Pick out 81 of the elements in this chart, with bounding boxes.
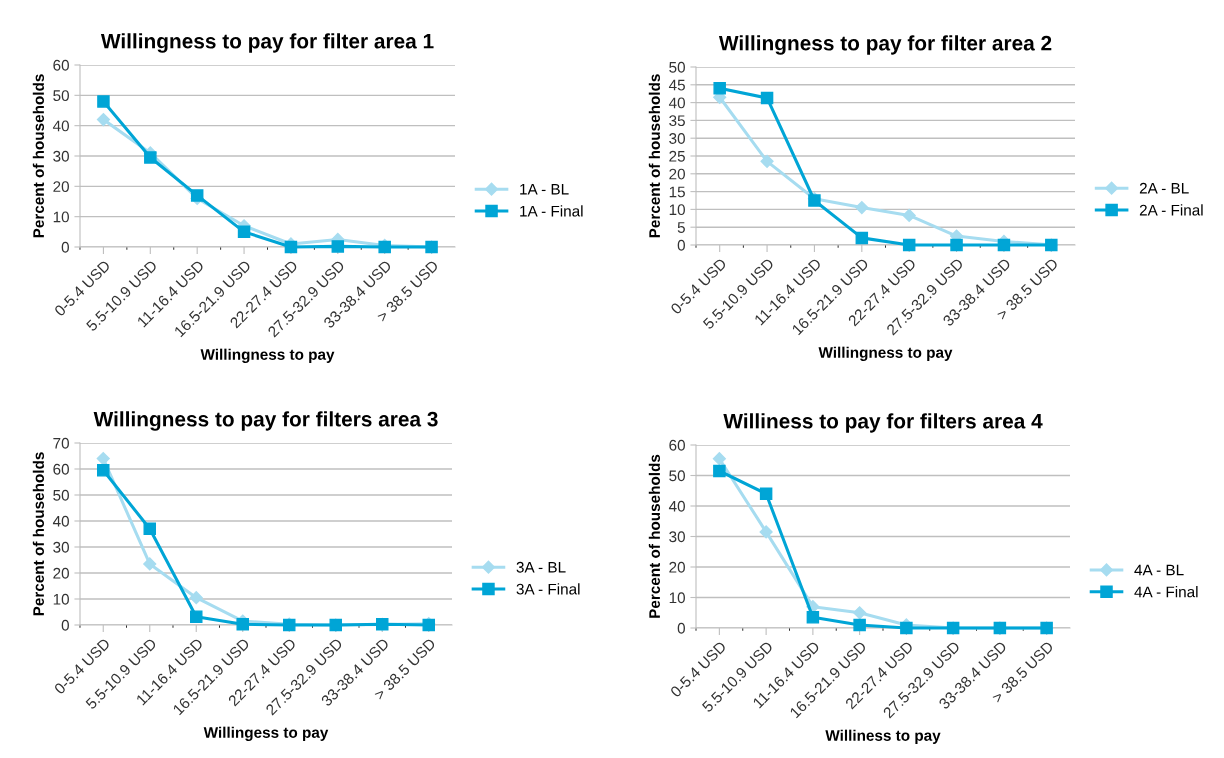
y-tick-label: 50 xyxy=(53,90,69,102)
point xyxy=(712,452,726,466)
point xyxy=(143,557,157,571)
point xyxy=(902,208,916,223)
x-axis-title: Willingness to pay xyxy=(200,348,335,363)
point xyxy=(902,238,916,252)
y-tick-label: 20 xyxy=(669,561,685,573)
y-tick-label: 50 xyxy=(669,470,685,482)
point xyxy=(853,618,866,632)
y-tick-label: 60 xyxy=(669,439,685,451)
legend-label: 1A - BL xyxy=(520,184,569,195)
y-tick-label: 35 xyxy=(669,115,685,127)
y-axis-title: Percent of households xyxy=(648,74,661,238)
point xyxy=(331,240,345,253)
point xyxy=(759,487,773,501)
y-tick-label: 10 xyxy=(669,592,685,604)
point xyxy=(97,95,110,108)
y-tick-label: 40 xyxy=(52,120,69,132)
point xyxy=(189,610,203,623)
y-tick-label: 0 xyxy=(677,622,685,634)
y-tick-label: 30 xyxy=(53,150,69,162)
y-tick-label: 45 xyxy=(668,79,685,91)
y-axis-title: Percent of households xyxy=(648,454,661,618)
y-tick-label: 30 xyxy=(669,531,685,543)
y-tick-label: 20 xyxy=(669,168,685,180)
point xyxy=(760,154,774,168)
y-tick-label: 40 xyxy=(52,515,69,527)
y-tick-label: 15 xyxy=(669,186,685,198)
y-tick-label: 30 xyxy=(669,133,685,144)
point xyxy=(759,525,773,539)
point xyxy=(853,606,867,620)
y-tick-label: 25 xyxy=(669,150,685,162)
y-tick-label: 0 xyxy=(61,241,69,253)
chart-title: Willingness to pay for filter area 1 xyxy=(100,33,434,53)
point xyxy=(237,225,251,239)
point xyxy=(713,464,726,478)
point xyxy=(950,238,963,252)
point xyxy=(806,611,820,624)
point xyxy=(190,189,204,202)
y-tick-label: 10 xyxy=(53,593,69,605)
point xyxy=(96,452,110,466)
legend-label: 2A - BL xyxy=(1139,182,1189,194)
y-tick-label: 10 xyxy=(53,211,69,223)
point xyxy=(997,238,1011,252)
y-tick-label: 60 xyxy=(53,463,69,475)
y-tick-label: 0 xyxy=(61,619,69,631)
y-tick-label: 70 xyxy=(53,437,69,449)
y-tick-label: 30 xyxy=(53,541,69,553)
y-tick-label: 60 xyxy=(53,59,69,71)
x-axis-title: Willingess to pay xyxy=(203,726,329,741)
point xyxy=(143,522,157,536)
y-tick-label: 10 xyxy=(669,204,685,216)
legend-label: 3A - Final xyxy=(516,583,580,595)
y-axis-title: Percent of households xyxy=(32,74,45,238)
point xyxy=(144,151,157,164)
point xyxy=(189,591,203,605)
y-tick-label: 50 xyxy=(53,489,69,501)
y-tick-label: 50 xyxy=(669,61,685,73)
y-tick-label: 40 xyxy=(668,500,685,512)
point xyxy=(96,464,110,477)
legend-label: 1A - Final xyxy=(520,205,583,217)
legend-label: 3A - BL xyxy=(516,561,566,573)
x-axis-title: Williness to pay xyxy=(825,729,941,744)
legend-label: 4A - BL xyxy=(1134,564,1184,576)
point xyxy=(713,82,726,95)
y-tick-label: 40 xyxy=(668,97,685,109)
x-axis-title: Willingness to pay xyxy=(818,346,953,361)
chart-title: Willingness to pay for filter area 2 xyxy=(718,35,1052,55)
point xyxy=(96,113,111,127)
legend-label: 4A - Final xyxy=(1134,586,1198,598)
y-tick-label: 20 xyxy=(53,181,69,193)
point xyxy=(855,231,869,245)
y-tick-label: 0 xyxy=(677,239,685,251)
point xyxy=(855,201,869,215)
y-tick-label: 20 xyxy=(53,567,69,579)
chart-title: Williness to pay for filters area 4 xyxy=(723,413,1043,433)
chart-title: Willingness to pay for filters area 3 xyxy=(93,411,438,431)
y-tick-label: 5 xyxy=(677,222,685,233)
point xyxy=(760,91,774,105)
legend-label: 2A - Final xyxy=(1139,204,1203,216)
y-axis-title: Percent of households xyxy=(32,452,45,616)
